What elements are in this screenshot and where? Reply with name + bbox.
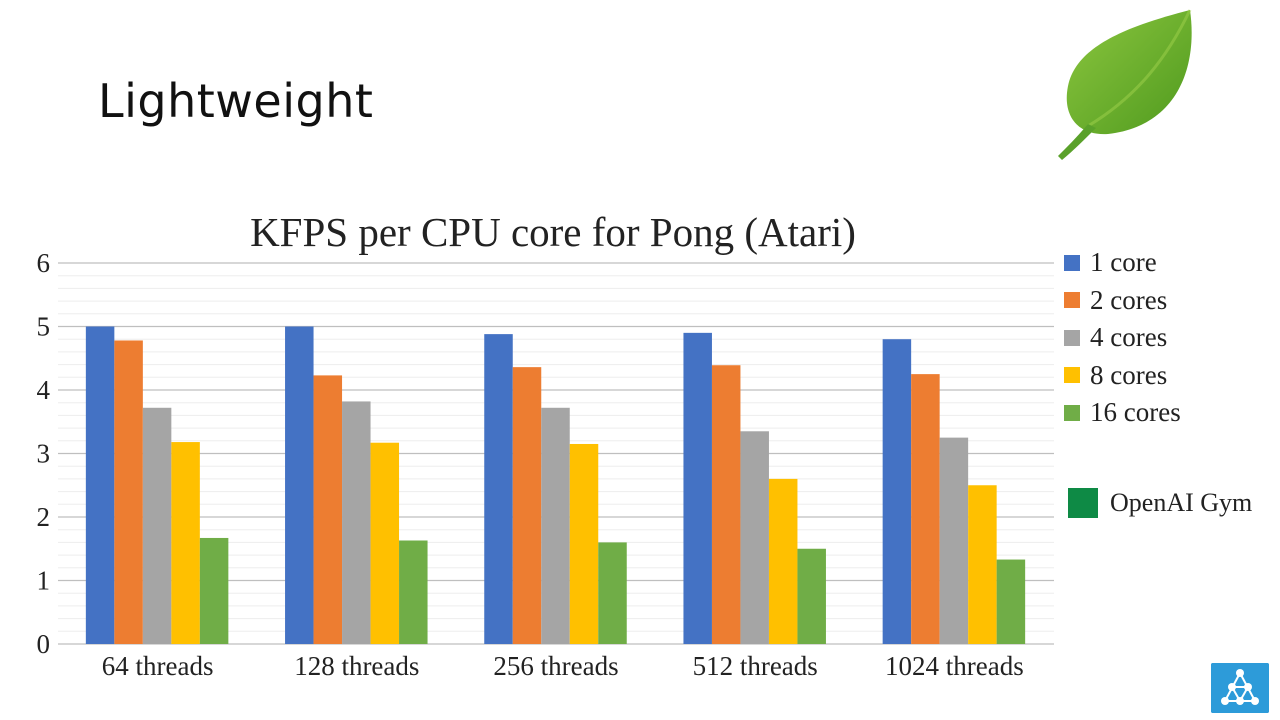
bar-2-cores-128-threads [313, 375, 343, 644]
legend-swatch [1064, 254, 1080, 271]
x-tick-label: 1024 threads [885, 651, 1024, 681]
y-tick-label: 1 [37, 566, 51, 596]
legend-label: 2 cores [1090, 284, 1168, 315]
bar-8-cores-512-threads [768, 478, 798, 644]
bar-4-cores-256-threads [541, 407, 570, 644]
legend-label: 8 cores [1090, 359, 1168, 390]
bar-1-core-1024-threads [882, 339, 912, 644]
legend-item: 1 core [1064, 244, 1181, 282]
legend-item: 4 cores [1064, 319, 1181, 357]
bar-8-cores-1024-threads [968, 485, 997, 644]
x-tick-label: 256 threads [493, 651, 618, 681]
bar-2-cores-512-threads [711, 365, 741, 644]
legend-label: 4 cores [1090, 322, 1168, 353]
chart-legend: 1 core 2 cores 4 cores 8 cores 16 cores [1064, 244, 1181, 432]
bar-4-cores-128-threads [342, 401, 371, 644]
bar-4-cores-64-threads [142, 407, 172, 644]
bar-4-cores-512-threads [740, 431, 769, 644]
bar-2-cores-1024-threads [911, 374, 940, 644]
bar-16-cores-512-threads [797, 548, 826, 644]
y-tick-label: 4 [37, 375, 51, 405]
bar-4-cores-1024-threads [939, 437, 969, 644]
bar-2-cores-64-threads [114, 340, 143, 644]
openai-gym-label: OpenAI Gym [1110, 488, 1253, 517]
openai-gym-legend: OpenAI Gym [1068, 488, 1252, 518]
bar-16-cores-64-threads [199, 537, 229, 644]
y-tick-label: 6 [37, 248, 51, 278]
bar-16-cores-256-threads [598, 542, 627, 644]
bar-8-cores-64-threads [171, 442, 200, 644]
legend-swatch [1064, 292, 1080, 309]
y-tick-label: 5 [37, 312, 51, 342]
bar-8-cores-128-threads [370, 442, 400, 644]
slide-title: Lightweight [98, 74, 374, 128]
legend-swatch [1064, 367, 1080, 384]
bar-2-cores-256-threads [512, 367, 542, 644]
bar-16-cores-128-threads [399, 540, 428, 644]
bar-1-core-128-threads [285, 326, 314, 644]
y-tick-label: 0 [37, 629, 51, 659]
legend-swatch [1064, 329, 1080, 346]
bar-1-core-256-threads [484, 334, 513, 644]
network-logo-icon [1211, 663, 1269, 713]
x-tick-label: 64 threads [102, 651, 214, 681]
chart-title: KFPS per CPU core for Pong (Atari) [250, 209, 856, 255]
bar-1-core-64-threads [85, 326, 115, 644]
legend-item: 2 cores [1064, 282, 1181, 320]
legend-item: 16 cores [1064, 394, 1181, 432]
y-tick-label: 2 [37, 502, 51, 532]
leaf-icon [1058, 9, 1192, 160]
legend-item: 8 cores [1064, 357, 1181, 395]
bar-1-core-512-threads [683, 332, 712, 644]
openai-gym-swatch [1068, 488, 1098, 518]
bar-16-cores-1024-threads [996, 559, 1026, 644]
legend-label: 16 cores [1090, 397, 1181, 428]
bar-8-cores-256-threads [569, 443, 599, 644]
legend-label: 1 core [1090, 247, 1157, 278]
x-tick-label: 128 threads [294, 651, 419, 681]
y-tick-label: 3 [37, 439, 51, 469]
legend-swatch [1064, 404, 1080, 421]
x-tick-label: 512 threads [693, 651, 818, 681]
